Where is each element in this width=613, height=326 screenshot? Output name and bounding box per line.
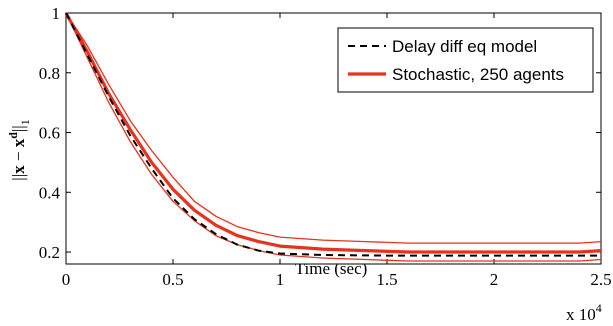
series-line-stochastic: [64, 12, 602, 254]
x-tick-label: 1.5: [376, 270, 397, 289]
x-tick-label: 0.5: [162, 270, 183, 289]
series-line-delay-model: [65, 12, 601, 257]
y-tick-label: 0.6: [39, 124, 60, 143]
series-line-stochastic-band: [65, 12, 602, 244]
legend-label: Stochastic, 250 agents: [392, 65, 564, 84]
ylabel-xd: x: [9, 138, 28, 147]
ylabel-sup: d: [6, 132, 20, 139]
x-multiplier-base: x 10: [566, 305, 596, 324]
y-axis-label: ||x − xd||1: [6, 119, 32, 180]
ylabel-left-bars: ||: [9, 174, 28, 181]
y-tick-label: 0.4: [39, 183, 61, 202]
legend-label: Delay diff eq model: [392, 37, 537, 56]
ylabel-sub: 1: [18, 119, 32, 125]
ylabel-right-bars: ||: [9, 125, 28, 132]
svg-text:||x − xd||1: ||x − xd||1: [6, 119, 32, 180]
legend-box: [337, 27, 594, 93]
x-tick-label: 2.5: [590, 270, 611, 289]
x-tick-label: 0: [62, 270, 71, 289]
ylabel-minus: −: [9, 147, 28, 165]
y-tick-label: 0.8: [39, 64, 60, 83]
y-tick-label: 1: [52, 4, 61, 23]
y-tick-label: 0.2: [39, 243, 60, 262]
x-multiplier: x 104: [566, 301, 602, 324]
x-tick-label: 1: [276, 270, 285, 289]
ylabel-x: x: [9, 165, 28, 174]
x-tick-label: 2: [490, 270, 499, 289]
x-multiplier-exp: 4: [596, 301, 602, 315]
